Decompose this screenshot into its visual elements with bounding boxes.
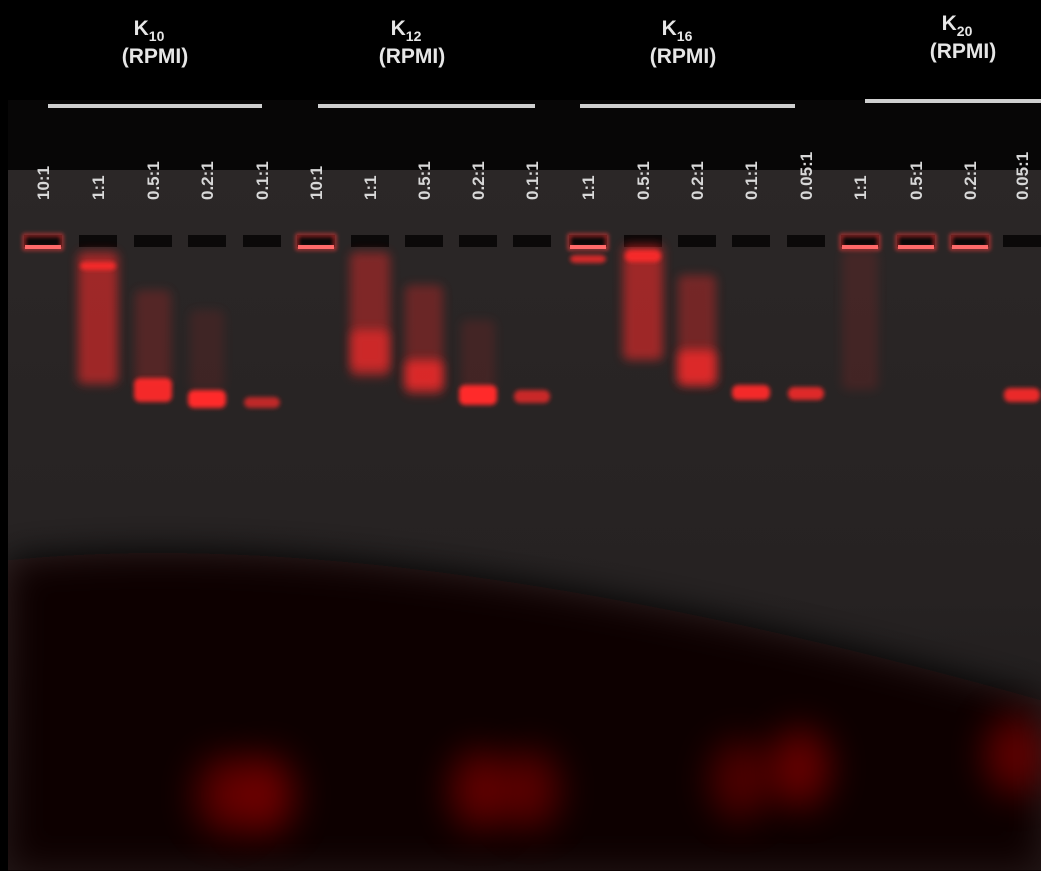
band <box>461 320 495 390</box>
group-medium: (RPMI) <box>650 45 717 68</box>
lane-label: 0.5:1 <box>907 161 926 200</box>
band <box>678 350 716 385</box>
lane-label: 0.05:1 <box>797 152 816 200</box>
group-medium: (RPMI) <box>379 45 446 68</box>
well <box>79 235 117 247</box>
band <box>570 255 606 263</box>
group-subscript: 12 <box>406 28 422 44</box>
lane-label: 0.5:1 <box>415 161 434 200</box>
lane-label: 0.2:1 <box>688 161 707 200</box>
well <box>787 235 825 247</box>
well-edge <box>842 245 878 249</box>
band <box>842 250 878 390</box>
diffuse-spot <box>500 750 560 830</box>
group-subscript: 20 <box>957 23 973 39</box>
well <box>678 235 716 247</box>
well-edge <box>25 245 61 249</box>
page: {"groups": [ {"label": "K", "subscript":… <box>0 0 1041 871</box>
group-subscript: 10 <box>149 28 165 44</box>
well-edge <box>952 245 988 249</box>
well <box>459 235 497 247</box>
well-edge <box>898 245 934 249</box>
lane-label: 1:1 <box>579 175 598 200</box>
well <box>134 235 172 247</box>
diffuse-spot <box>235 755 295 835</box>
well <box>513 235 551 247</box>
diffuse-spot <box>770 728 830 808</box>
band <box>623 245 663 360</box>
well <box>351 235 389 247</box>
well <box>1003 235 1041 247</box>
band <box>625 250 661 262</box>
well <box>732 235 770 247</box>
lane-label: 1:1 <box>89 175 108 200</box>
gel-image: K10(RPMI)10:11:10.5:10.2:10.1:1K12(RPMI)… <box>0 0 1041 871</box>
band <box>732 385 770 400</box>
group-medium: (RPMI) <box>930 40 997 63</box>
group-medium: (RPMI) <box>122 45 189 68</box>
band <box>78 252 118 384</box>
band <box>514 390 550 403</box>
band <box>405 360 443 390</box>
lane-label: 1:1 <box>851 175 870 200</box>
lane-label: 0.2:1 <box>961 161 980 200</box>
group-subscript: 16 <box>677 28 693 44</box>
lane-label: 0.1:1 <box>523 161 542 200</box>
group-letter: K <box>662 17 677 40</box>
lane-label: 1:1 <box>361 175 380 200</box>
band <box>788 387 824 400</box>
lane-label: 0.5:1 <box>144 161 163 200</box>
lane-label: 0.1:1 <box>742 161 761 200</box>
lane-label: 10:1 <box>307 166 326 200</box>
lane-label: 0.05:1 <box>1013 152 1032 200</box>
band <box>244 397 280 408</box>
band <box>351 330 389 370</box>
band <box>80 262 116 270</box>
group-letter: K <box>134 17 149 40</box>
lane-label: 0.2:1 <box>198 161 217 200</box>
group-letter: K <box>391 17 406 40</box>
well <box>405 235 443 247</box>
band <box>188 390 226 408</box>
group-letter: K <box>942 12 957 35</box>
lane-label: 0.5:1 <box>634 161 653 200</box>
lane-label: 0.1:1 <box>253 161 272 200</box>
well <box>188 235 226 247</box>
band <box>134 378 172 402</box>
well-edge <box>570 245 606 249</box>
well-edge <box>298 245 334 249</box>
well <box>243 235 281 247</box>
band <box>1004 388 1040 402</box>
lane-label: 10:1 <box>34 166 53 200</box>
diffuse-spot <box>710 740 770 820</box>
lane-label: 0.2:1 <box>469 161 488 200</box>
band <box>135 290 171 385</box>
band <box>459 385 497 405</box>
band <box>190 310 224 390</box>
